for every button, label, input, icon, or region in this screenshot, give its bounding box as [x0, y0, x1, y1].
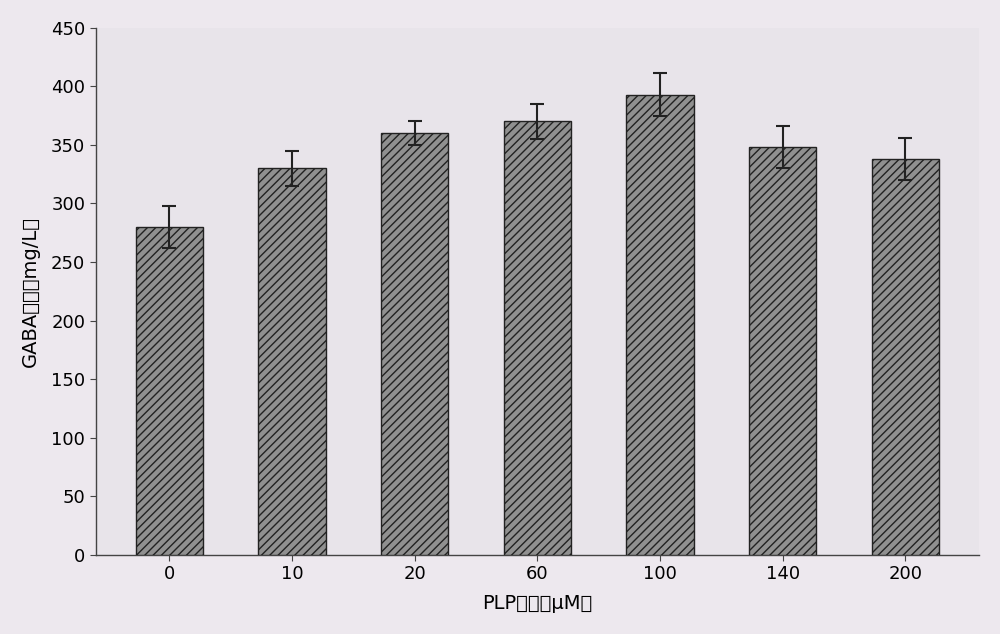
Y-axis label: GABA产量（mg/L）: GABA产量（mg/L） [21, 216, 40, 366]
Bar [136, 227, 203, 555]
Bar [626, 94, 694, 555]
Bar [749, 147, 816, 555]
Bar [258, 168, 326, 555]
Bar [872, 159, 939, 555]
Bar [504, 122, 571, 555]
X-axis label: PLP浓度（μM）: PLP浓度（μM） [482, 594, 593, 613]
Bar [381, 133, 448, 555]
